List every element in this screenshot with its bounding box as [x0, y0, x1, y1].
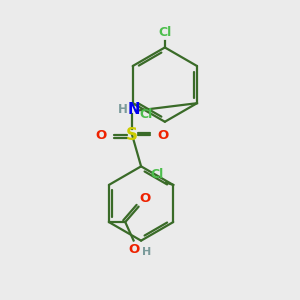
Text: Cl: Cl: [151, 168, 164, 182]
Text: Cl: Cl: [140, 108, 153, 121]
Text: H: H: [142, 247, 151, 257]
Text: N: N: [128, 102, 140, 117]
Text: O: O: [140, 192, 151, 205]
Text: O: O: [128, 244, 139, 256]
Text: O: O: [158, 129, 169, 142]
Text: S: S: [126, 126, 138, 144]
Text: Cl: Cl: [158, 26, 172, 39]
Text: O: O: [95, 129, 106, 142]
Text: H: H: [118, 103, 128, 116]
